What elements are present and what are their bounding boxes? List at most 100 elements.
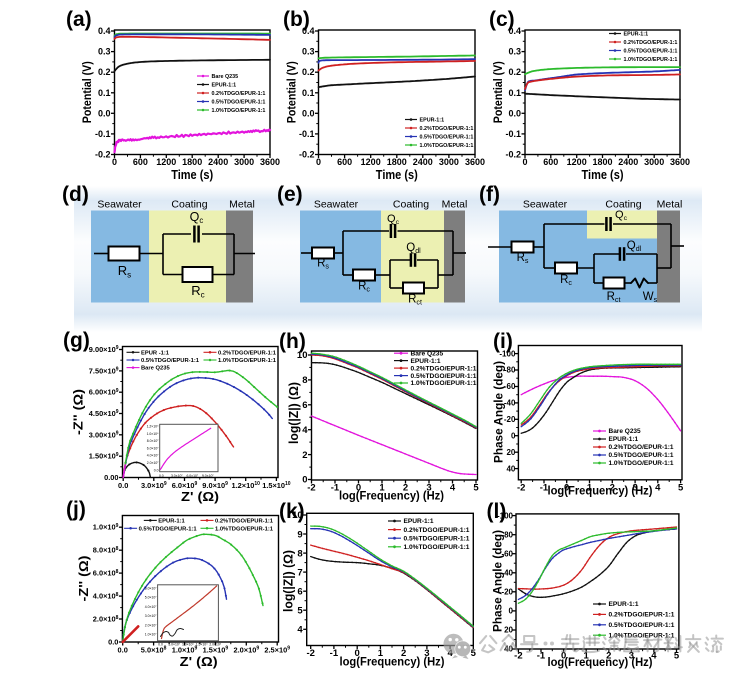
svg-text:0.3: 0.3 <box>508 47 521 57</box>
svg-text:1.0×10⁸: 1.0×10⁸ <box>147 432 159 436</box>
svg-text:1200: 1200 <box>567 157 587 167</box>
svg-text:0: 0 <box>564 482 569 493</box>
svg-text:Bare Q235: Bare Q235 <box>609 428 642 435</box>
svg-text:1: 1 <box>584 651 590 662</box>
svg-text:4.50×109: 4.50×109 <box>89 409 119 418</box>
svg-text:4: 4 <box>447 648 453 659</box>
svg-text:8: 8 <box>297 548 302 559</box>
svg-text:1200: 1200 <box>361 157 381 167</box>
svg-text:Z' (Ω): Z' (Ω) <box>181 489 219 504</box>
svg-text:EPUR-1:1: EPUR-1:1 <box>212 82 237 88</box>
svg-text:6.0×10⁷: 6.0×10⁷ <box>186 474 198 478</box>
svg-text:-0.1: -0.1 <box>95 129 111 139</box>
svg-text:2: 2 <box>610 482 615 493</box>
svg-text:1.5×10⁸: 1.5×10⁸ <box>196 643 208 647</box>
svg-text:1.0%TDGO/EPUR-1:1: 1.0%TDGO/EPUR-1:1 <box>404 544 470 551</box>
svg-text:Potential (V): Potential (V) <box>285 61 299 123</box>
svg-text:EPUR-1:1: EPUR-1:1 <box>609 601 639 608</box>
svg-text:log(Frequency) (Hz): log(Frequency) (Hz) <box>548 657 653 669</box>
svg-text:0.3: 0.3 <box>98 47 111 57</box>
svg-text:1.5×1010: 1.5×1010 <box>262 481 291 490</box>
svg-text:-20: -20 <box>504 415 516 424</box>
svg-text:-1: -1 <box>537 651 546 662</box>
svg-text:(f): (f) <box>479 183 500 206</box>
svg-text:1.0%TDGO/EPUR-1:1: 1.0%TDGO/EPUR-1:1 <box>624 57 678 63</box>
svg-text:2.0×10⁸: 2.0×10⁸ <box>209 643 221 647</box>
svg-text:5: 5 <box>471 648 477 659</box>
svg-text:2.0×10⁷: 2.0×10⁷ <box>147 461 159 465</box>
svg-text:1.0%TDGO/EPUR-1:1: 1.0%TDGO/EPUR-1:1 <box>420 143 474 149</box>
svg-text:0: 0 <box>356 483 361 494</box>
svg-text:0.2: 0.2 <box>508 67 521 77</box>
svg-text:Metal: Metal <box>229 199 255 211</box>
svg-text:6: 6 <box>297 586 302 597</box>
svg-text:3600: 3600 <box>260 157 280 167</box>
svg-text:10: 10 <box>297 350 308 361</box>
svg-text:7.50×109: 7.50×109 <box>89 366 119 375</box>
svg-text:0.0: 0.0 <box>118 481 128 490</box>
svg-text:3.0×109: 3.0×109 <box>141 481 167 490</box>
svg-text:1: 1 <box>587 482 593 493</box>
svg-text:8.0×10⁷: 8.0×10⁷ <box>147 439 159 443</box>
svg-text:0.2%TDGO/EPUR-1:1: 0.2%TDGO/EPUR-1:1 <box>215 518 274 524</box>
svg-text:20: 20 <box>506 448 515 457</box>
svg-text:9.0×10⁷: 9.0×10⁷ <box>202 474 214 478</box>
svg-text:1.0×109: 1.0×109 <box>93 523 119 532</box>
svg-text:Metal: Metal <box>657 199 683 211</box>
svg-text:2: 2 <box>606 651 611 662</box>
svg-text:0.5%TDGO/EPUR-1:1: 0.5%TDGO/EPUR-1:1 <box>411 373 477 380</box>
svg-text:0.0: 0.0 <box>159 474 164 478</box>
svg-text:-40: -40 <box>504 399 516 408</box>
svg-text:EPUR -1:1: EPUR -1:1 <box>141 350 170 356</box>
svg-text:0.1: 0.1 <box>98 88 111 98</box>
svg-text:1.0×10⁷: 1.0×10⁷ <box>145 633 157 637</box>
svg-text:-1: -1 <box>331 483 340 494</box>
svg-text:-100: -100 <box>499 349 516 358</box>
svg-text:40: 40 <box>506 464 515 473</box>
svg-text:0.2%TDGO/EPUR-1:1: 0.2%TDGO/EPUR-1:1 <box>212 91 266 97</box>
svg-text:6.0×10⁷: 6.0×10⁷ <box>147 446 159 450</box>
svg-text:-1: -1 <box>540 482 549 493</box>
svg-text:0.2%TDGO/EPUR-1:1: 0.2%TDGO/EPUR-1:1 <box>420 126 474 132</box>
svg-text:5: 5 <box>473 483 479 494</box>
svg-text:0.1: 0.1 <box>302 88 315 98</box>
svg-text:-40: -40 <box>501 569 513 578</box>
svg-text:5: 5 <box>678 482 684 493</box>
svg-text:0: 0 <box>522 157 527 167</box>
svg-text:EPUR-1:1: EPUR-1:1 <box>609 436 639 443</box>
svg-text:7: 7 <box>297 567 302 578</box>
svg-text:EPUR-1:1: EPUR-1:1 <box>420 117 445 123</box>
svg-text:(h): (h) <box>279 330 306 353</box>
svg-text:0.2%TDGO/EPUR-1:1: 0.2%TDGO/EPUR-1:1 <box>609 612 675 619</box>
svg-text:0.3: 0.3 <box>302 47 315 57</box>
svg-text:-60: -60 <box>504 382 516 391</box>
svg-text:(j): (j) <box>66 498 86 521</box>
svg-text:0.2%TDGO/EPUR-1:1: 0.2%TDGO/EPUR-1:1 <box>609 444 674 451</box>
svg-text:0.0: 0.0 <box>508 108 521 118</box>
svg-text:0.5%TDGO/EPUR-1:1: 0.5%TDGO/EPUR-1:1 <box>404 535 470 542</box>
svg-text:(c): (c) <box>489 8 515 31</box>
svg-text:-2: -2 <box>306 648 314 659</box>
svg-text:0.2%TDGO/EPUR-1:1: 0.2%TDGO/EPUR-1:1 <box>411 365 477 372</box>
svg-text:2.0×108: 2.0×108 <box>93 615 119 624</box>
svg-text:0: 0 <box>509 607 514 616</box>
svg-text:0.1: 0.1 <box>508 88 521 98</box>
svg-text:(a): (a) <box>66 8 92 31</box>
svg-text:1800: 1800 <box>182 157 202 167</box>
svg-text:-60: -60 <box>501 549 513 558</box>
svg-text:0.5%TDGO/EPUR-1:1: 0.5%TDGO/EPUR-1:1 <box>212 99 266 105</box>
svg-text:1.2×1010: 1.2×1010 <box>232 481 261 490</box>
svg-text:0.0: 0.0 <box>118 646 128 655</box>
svg-text:6.00×109: 6.00×109 <box>89 388 119 397</box>
svg-text:3: 3 <box>629 651 634 662</box>
svg-text:Metal: Metal <box>442 199 468 211</box>
svg-text:4: 4 <box>297 625 303 636</box>
svg-text:5: 5 <box>297 606 303 617</box>
svg-text:Bare Q235: Bare Q235 <box>212 74 239 80</box>
svg-text:(d): (d) <box>62 183 89 206</box>
svg-text:-2: -2 <box>517 482 525 493</box>
svg-text:1.0%TDGO/EPUR-1:1: 1.0%TDGO/EPUR-1:1 <box>215 526 274 532</box>
svg-text:Coating: Coating <box>393 199 429 211</box>
svg-text:2: 2 <box>302 450 307 461</box>
svg-text:-80: -80 <box>501 530 513 539</box>
